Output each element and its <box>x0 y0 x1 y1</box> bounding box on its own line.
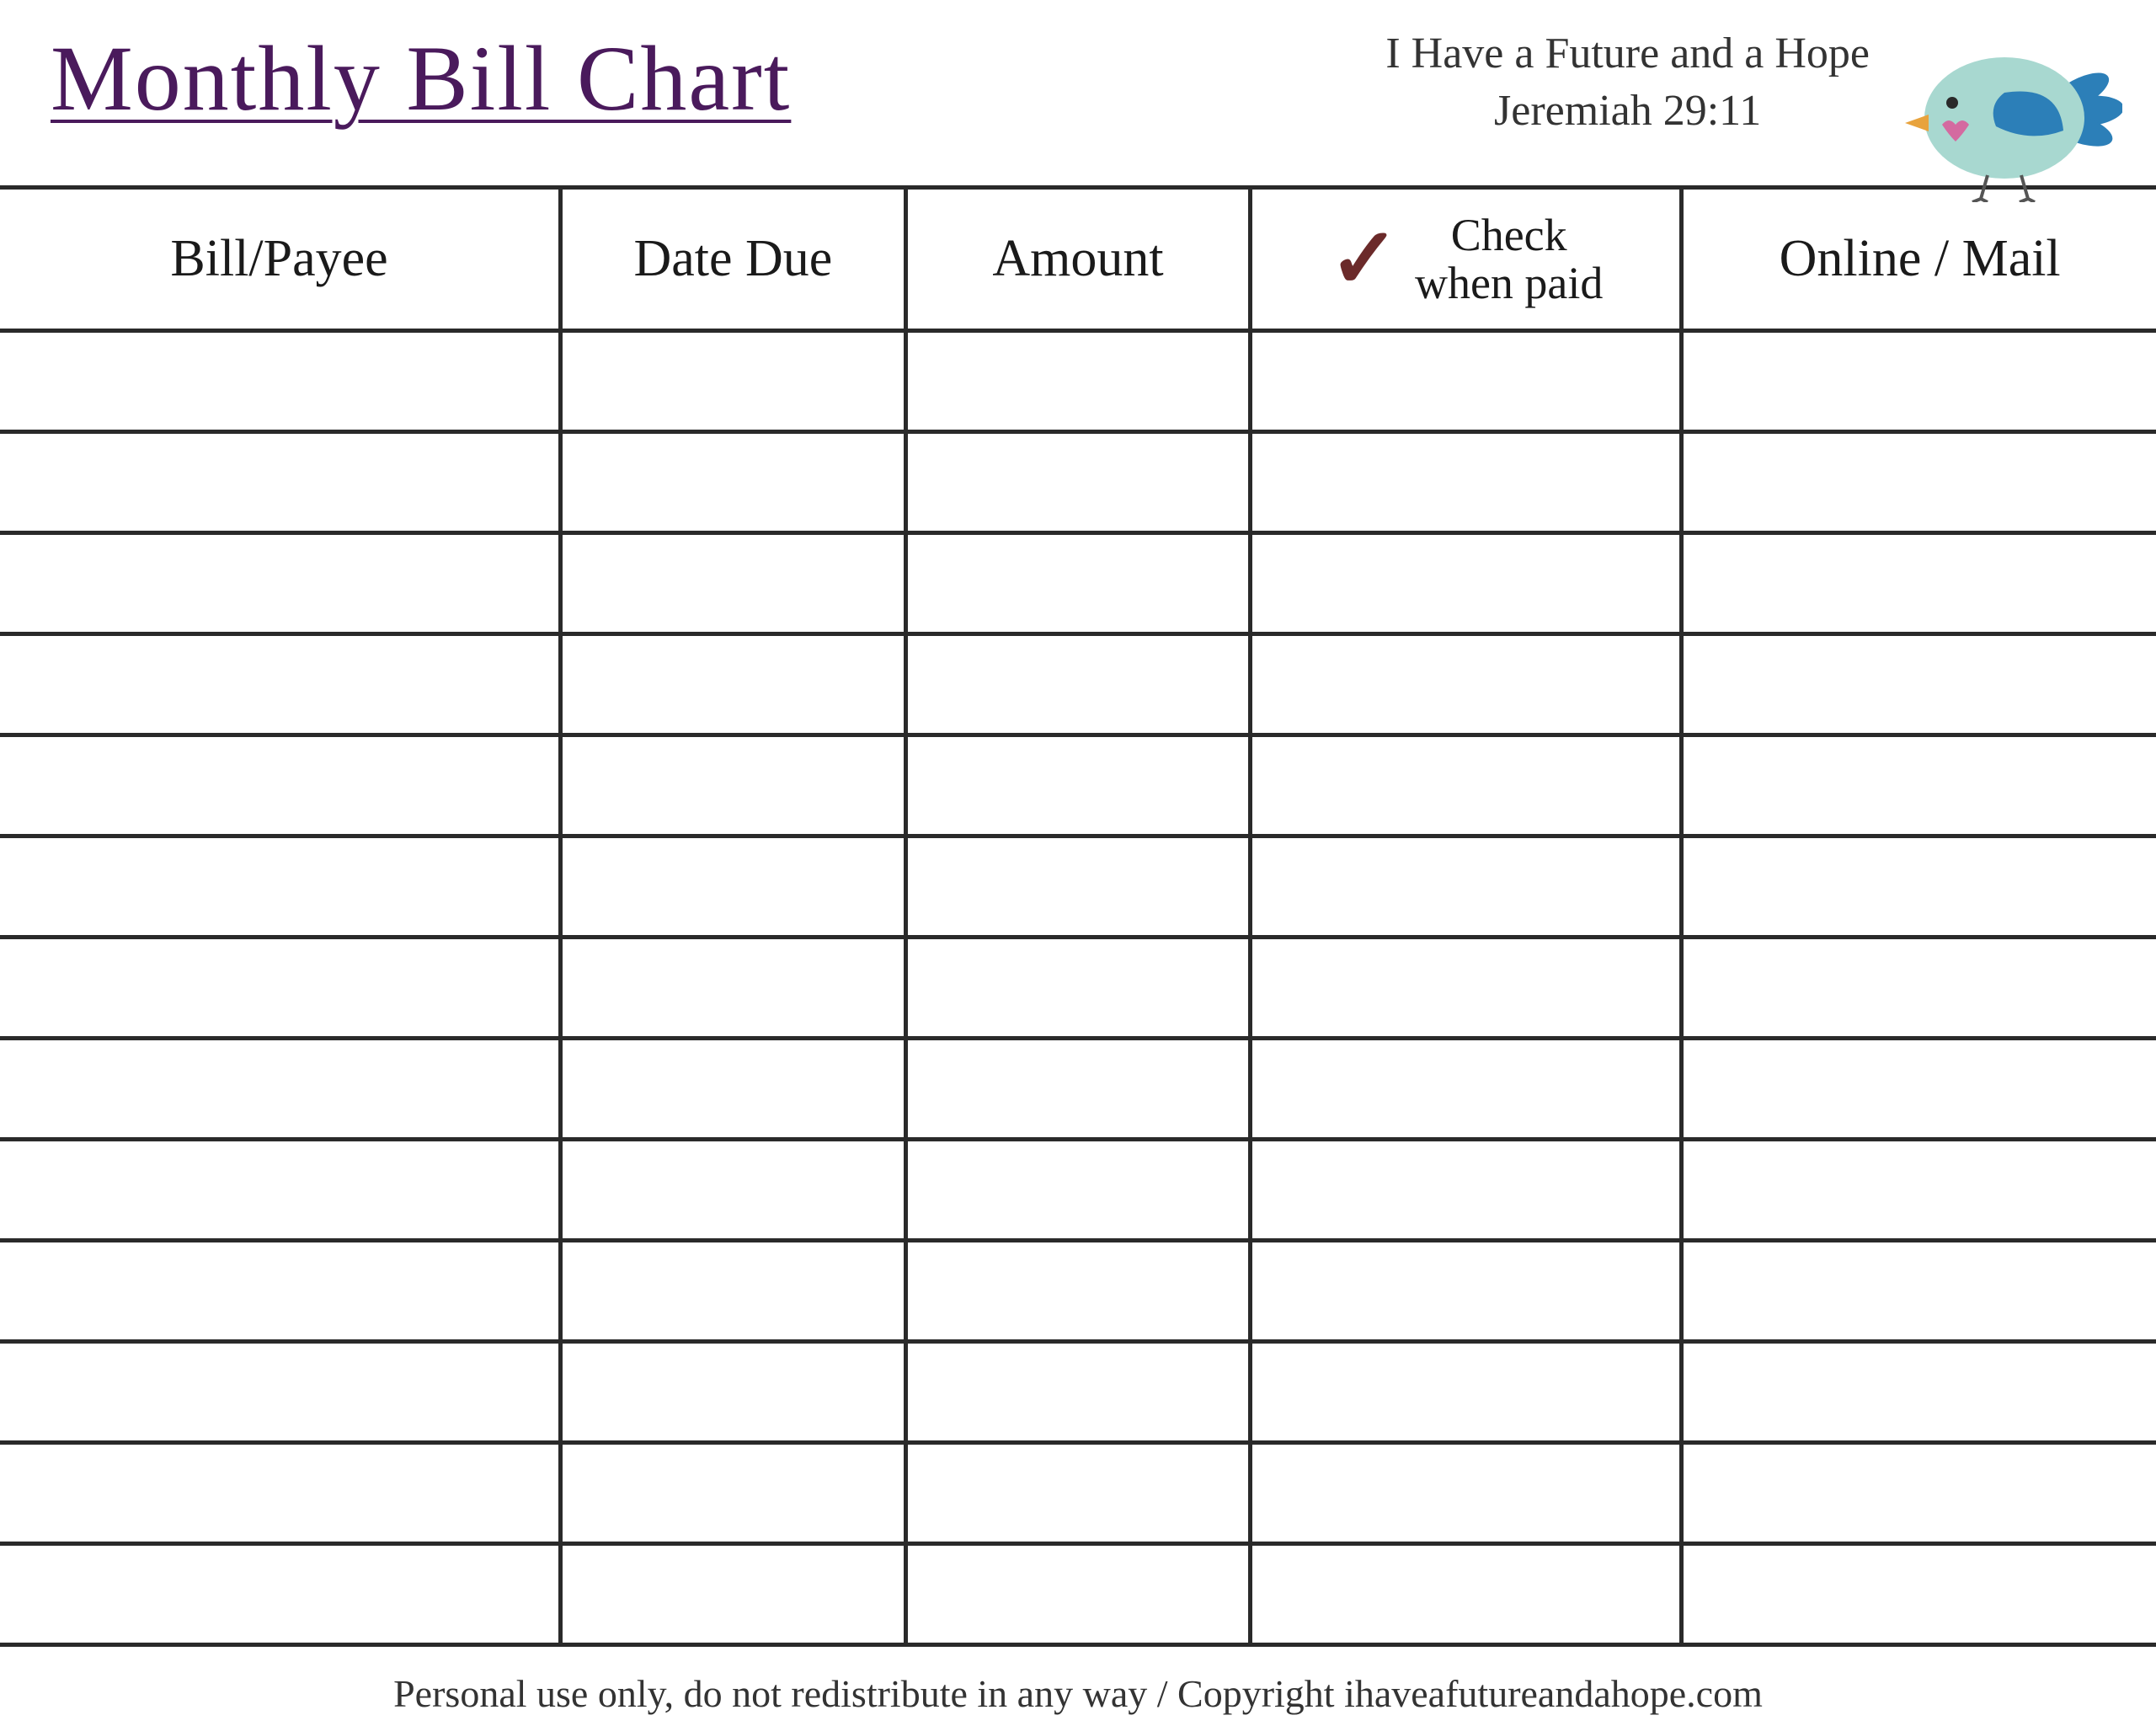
table-row <box>0 533 2156 634</box>
table-cell[interactable] <box>905 938 1251 1039</box>
table-cell[interactable] <box>905 1443 1251 1544</box>
col-header-check: ✓ Checkwhen paid <box>1251 188 1682 331</box>
table-cell[interactable] <box>561 1443 906 1544</box>
table-cell[interactable] <box>905 1140 1251 1241</box>
table-cell[interactable] <box>1682 432 2156 533</box>
table-row <box>0 735 2156 836</box>
col-header-payee: Bill/Payee <box>0 188 561 331</box>
table-cell[interactable] <box>1251 1039 1682 1140</box>
table-cell[interactable] <box>1682 634 2156 735</box>
table-cell[interactable] <box>905 836 1251 938</box>
quote-line-2: Jeremiah 29:11 <box>1385 83 1870 140</box>
table-row <box>0 331 2156 432</box>
col-header-check-label: Checkwhen paid <box>1415 211 1603 307</box>
table-cell[interactable] <box>0 1342 561 1443</box>
table-row <box>0 432 2156 533</box>
table-cell[interactable] <box>561 634 906 735</box>
table-cell[interactable] <box>905 1544 1251 1645</box>
table-cell[interactable] <box>1251 735 1682 836</box>
table-cell[interactable] <box>1251 836 1682 938</box>
table-cell[interactable] <box>0 735 561 836</box>
table-cell[interactable] <box>0 938 561 1039</box>
table-cell[interactable] <box>0 1443 561 1544</box>
table-cell[interactable] <box>0 1544 561 1645</box>
table-cell[interactable] <box>1251 634 1682 735</box>
table-cell[interactable] <box>905 432 1251 533</box>
table-cell[interactable] <box>1682 735 2156 836</box>
footer-text: Personal use only, do not redistribute i… <box>0 1671 2156 1716</box>
table-row <box>0 1342 2156 1443</box>
col-header-amount: Amount <box>905 188 1251 331</box>
table-cell[interactable] <box>0 1241 561 1342</box>
table-cell[interactable] <box>561 432 906 533</box>
quote-line-1: I Have a Future and a Hope <box>1385 25 1870 83</box>
header: Monthly Bill Chart I Have a Future and a… <box>0 0 2156 185</box>
table-cell[interactable] <box>1682 1241 2156 1342</box>
table-cell[interactable] <box>561 1241 906 1342</box>
table-cell[interactable] <box>0 1039 561 1140</box>
table-row <box>0 1443 2156 1544</box>
table-cell[interactable] <box>561 1039 906 1140</box>
checkmark-icon: ✓ <box>1329 226 1400 293</box>
table-cell[interactable] <box>1682 331 2156 432</box>
table-cell[interactable] <box>905 634 1251 735</box>
table-row <box>0 634 2156 735</box>
table-cell[interactable] <box>905 1241 1251 1342</box>
col-header-online: Online / Mail <box>1682 188 2156 331</box>
table-cell[interactable] <box>1251 1443 1682 1544</box>
table-row <box>0 1544 2156 1645</box>
table-cell[interactable] <box>905 735 1251 836</box>
table-cell[interactable] <box>1682 1544 2156 1645</box>
table-cell[interactable] <box>0 1140 561 1241</box>
table-cell[interactable] <box>1682 836 2156 938</box>
table-cell[interactable] <box>1682 1443 2156 1544</box>
table-cell[interactable] <box>0 836 561 938</box>
table-cell[interactable] <box>0 331 561 432</box>
table-cell[interactable] <box>1682 1140 2156 1241</box>
table-cell[interactable] <box>561 533 906 634</box>
table-cell[interactable] <box>1682 1342 2156 1443</box>
table-cell[interactable] <box>1251 533 1682 634</box>
table-cell[interactable] <box>1251 1342 1682 1443</box>
table-cell[interactable] <box>561 331 906 432</box>
table-cell[interactable] <box>1251 1140 1682 1241</box>
col-header-date: Date Due <box>561 188 906 331</box>
table-cell[interactable] <box>905 1342 1251 1443</box>
table-cell[interactable] <box>561 938 906 1039</box>
table-cell[interactable] <box>905 533 1251 634</box>
table-cell[interactable] <box>1251 1241 1682 1342</box>
table-header-row: Bill/Payee Date Due Amount ✓ Checkwhen p… <box>0 188 2156 331</box>
table-cell[interactable] <box>905 331 1251 432</box>
quote-block: I Have a Future and a Hope Jeremiah 29:1… <box>1385 25 1870 139</box>
table-cell[interactable] <box>1682 938 2156 1039</box>
table-cell[interactable] <box>561 1544 906 1645</box>
table-cell[interactable] <box>1251 331 1682 432</box>
table-cell[interactable] <box>0 634 561 735</box>
table-cell[interactable] <box>561 836 906 938</box>
table-row <box>0 836 2156 938</box>
table-cell[interactable] <box>561 1140 906 1241</box>
table-cell[interactable] <box>561 1342 906 1443</box>
table-cell[interactable] <box>561 735 906 836</box>
table-row <box>0 1241 2156 1342</box>
table-row <box>0 938 2156 1039</box>
table-cell[interactable] <box>1682 533 2156 634</box>
bill-table: Bill/Payee Date Due Amount ✓ Checkwhen p… <box>0 185 2156 1647</box>
table-cell[interactable] <box>0 533 561 634</box>
table-cell[interactable] <box>1251 938 1682 1039</box>
table-cell[interactable] <box>1251 432 1682 533</box>
table-cell[interactable] <box>1682 1039 2156 1140</box>
table-cell[interactable] <box>0 432 561 533</box>
table-row <box>0 1140 2156 1241</box>
table-cell[interactable] <box>1251 1544 1682 1645</box>
bird-icon <box>1903 34 2122 202</box>
table-row <box>0 1039 2156 1140</box>
table-cell[interactable] <box>905 1039 1251 1140</box>
